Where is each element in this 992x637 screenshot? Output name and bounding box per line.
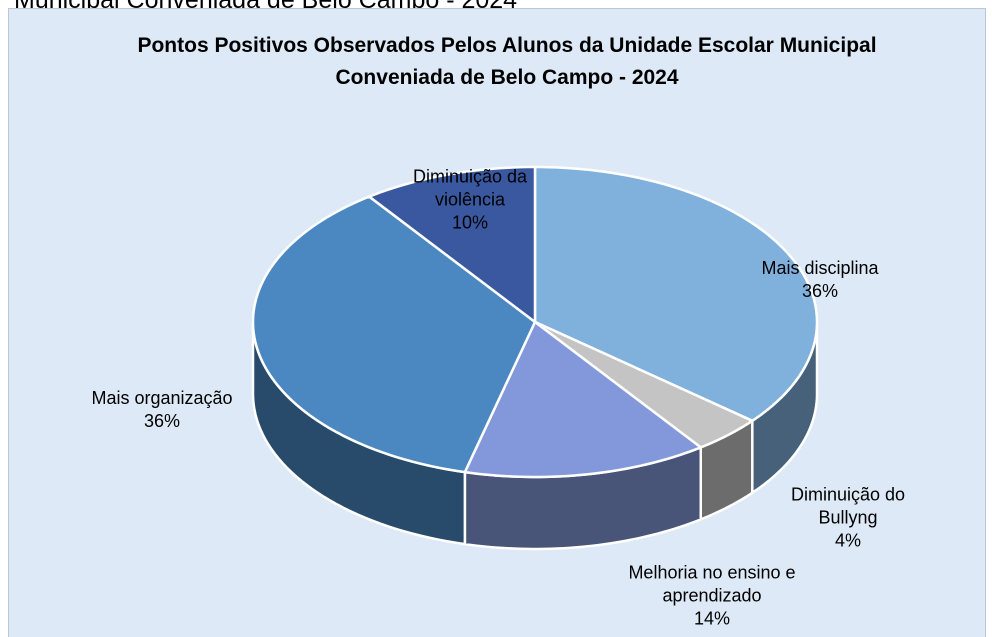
label-name: Mais organização: [91, 388, 233, 408]
slice: [463, 320, 703, 479]
data-label: Diminuição do Bullyng 4%: [773, 484, 923, 553]
slice: [533, 320, 754, 449]
data-label: Mais organização 36%: [42, 387, 282, 433]
data-label: Diminuição da violência 10%: [395, 166, 545, 235]
label-name: Melhoria no ensino e aprendizado: [628, 562, 796, 606]
label-value: 4%: [834, 530, 861, 551]
label-name: Mais disciplina: [761, 258, 879, 278]
label-name: Diminuição da violência: [412, 166, 528, 210]
slice: [533, 165, 819, 423]
chart-title: Pontos Positivos Observados Pelos Alunos…: [137, 34, 877, 89]
data-label: Mais disciplina 36%: [720, 257, 920, 303]
slice: [251, 195, 537, 474]
label-name: Diminuição do Bullyng: [790, 484, 906, 528]
label-value: 36%: [143, 411, 181, 431]
label-value: 10%: [451, 212, 489, 233]
label-value: 36%: [801, 281, 839, 301]
label-value: 14%: [693, 608, 731, 629]
data-label: Melhoria no ensino e aprendizado 14%: [612, 562, 812, 631]
slice: [367, 165, 537, 324]
